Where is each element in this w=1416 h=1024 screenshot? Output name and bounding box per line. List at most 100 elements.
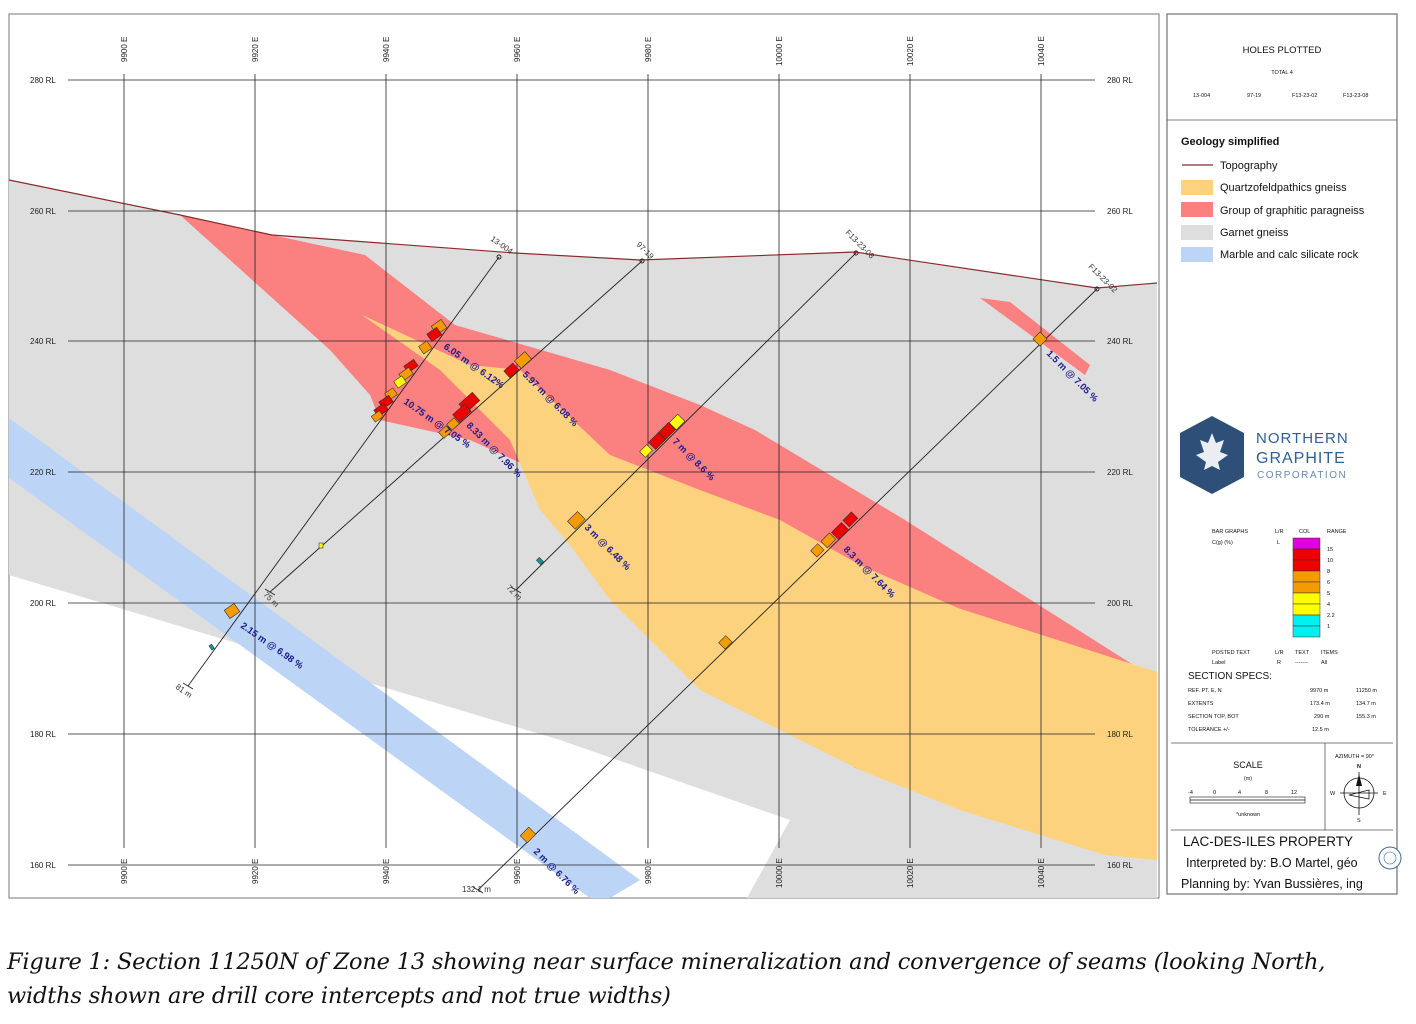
assay-bar <box>208 643 215 651</box>
posted-text-legend: POSTED TEXT L/R TEXT ITEMS Label R -----… <box>1212 650 1338 666</box>
rl-labels-right: 280 RL 260 RL 240 RL 220 RL 200 RL 180 R… <box>1107 76 1133 870</box>
rl-label: 220 RL <box>1107 468 1133 477</box>
assay-bar <box>842 511 859 528</box>
rl-label: 180 RL <box>30 730 56 739</box>
company-logo: NORTHERN GRAPHITE CORPORATION <box>1180 416 1348 494</box>
assay-bar <box>446 417 460 431</box>
scale-title: SCALE <box>1233 760 1263 770</box>
assay-bar <box>648 432 666 450</box>
logo-line-graphite: GRAPHITE <box>1256 450 1346 467</box>
section-specs-title: SECTION SPECS: <box>1188 671 1272 682</box>
color-ramp-swatch <box>1292 603 1321 616</box>
scale-tick-label: 0 <box>1213 790 1216 796</box>
posted-text-header: ITEMS <box>1321 650 1338 656</box>
rl-label: 280 RL <box>30 76 56 85</box>
collar-13-004 <box>496 254 502 260</box>
scale-segment <box>1189 796 1306 804</box>
spec-row-label: EXTENTS <box>1188 701 1214 707</box>
assay-bar <box>831 522 849 540</box>
hole-trace-f13-23-02 <box>477 288 1098 891</box>
range-label: 5 <box>1327 591 1330 597</box>
assay-bar <box>438 425 452 439</box>
figure-caption: Figure 1: Section 11250N of Zone 13 show… <box>7 945 1412 1013</box>
range-label: 2.2 <box>1327 613 1335 619</box>
section-direction-icon <box>1348 789 1370 800</box>
hole-list-item: F13-23-02 <box>1292 93 1317 99</box>
spec-row-value: 9970 m <box>1310 688 1329 694</box>
hole-list-item: F13-23-08 <box>1343 93 1368 99</box>
easting-label: 9920 E <box>251 859 260 884</box>
assay-bar <box>370 410 384 423</box>
eoh-tick <box>472 886 484 894</box>
legend-label-topography: Topography <box>1220 160 1278 172</box>
rl-label: 180 RL <box>1107 730 1133 739</box>
assay-bars <box>208 319 1048 844</box>
color-ramp <box>1292 537 1321 638</box>
easting-label: 9900 E <box>120 859 129 884</box>
compass-e: E <box>1383 791 1387 797</box>
easting-label: 10000 E <box>775 858 784 888</box>
rl-label: 240 RL <box>1107 337 1133 346</box>
logo-line-corporation: CORPORATION <box>1257 470 1347 481</box>
rl-label: 260 RL <box>30 207 56 216</box>
easting-label: 10000 E <box>775 36 784 66</box>
color-ramp-swatch <box>1292 559 1321 572</box>
color-ramp-swatch <box>1292 614 1321 627</box>
graphitic-paragneiss-unit <box>180 215 1157 705</box>
range-label: 10 <box>1327 558 1333 564</box>
seal-icon <box>1378 846 1402 870</box>
spec-row-value: 155.3 m <box>1356 714 1376 720</box>
range-label: 6 <box>1327 580 1330 586</box>
spec-row-value: 173.4 m <box>1310 701 1330 707</box>
assay-bar <box>668 413 686 431</box>
assay-bar <box>639 444 653 458</box>
spec-row-label: SECTION TOP, BOT <box>1188 714 1239 720</box>
grid <box>68 74 1095 866</box>
easting-label: 9960 E <box>513 859 522 884</box>
eoh-tick <box>264 588 276 596</box>
hole-list-item: 13-004 <box>1193 93 1210 99</box>
easting-label: 9980 E <box>644 859 653 884</box>
section-specs: SECTION SPECS: REF. PT. E, N 9970 m 1125… <box>1188 671 1377 733</box>
easting-label: 10020 E <box>906 36 915 66</box>
collar-f13-23-02 <box>1094 286 1100 292</box>
scale-tick-label: 12 <box>1291 790 1297 796</box>
assay-bar <box>536 557 544 565</box>
legend-swatch-quartzofeldspathic <box>1181 180 1213 195</box>
property-name: LAC-DES-ILES PROPERTY <box>1183 834 1353 849</box>
hole-depth-f13-23-02: 132.1 m <box>462 885 491 894</box>
legend-swatch-garnet-gneiss <box>1181 225 1213 240</box>
rl-label: 160 RL <box>30 861 56 870</box>
spec-row-value: 134.7 m <box>1356 701 1376 707</box>
compass-n: N <box>1357 764 1361 770</box>
caption-line-1: Figure 1: Section 11250N of Zone 13 show… <box>7 949 1326 975</box>
planning-by: Planning by: Yvan Bussières, ing <box>1181 877 1363 891</box>
legend-label-marble: Marble and calc silicate rock <box>1220 249 1359 261</box>
bar-graph-side: L <box>1277 540 1280 546</box>
color-ramp-swatch <box>1292 581 1321 594</box>
holes-plotted-title: HOLES PLOTTED <box>1243 45 1322 56</box>
range-label: 8 <box>1327 569 1330 575</box>
easting-label: 9960 E <box>513 37 522 62</box>
spec-row-label: TOLERANCE +/- <box>1188 727 1230 733</box>
easting-labels-top: 9900 E 9920 E 9940 E 9960 E 9980 E 10000… <box>120 36 1046 66</box>
rl-label: 200 RL <box>1107 599 1133 608</box>
scale-tick-label: -4 <box>1188 790 1193 796</box>
color-ramp-swatch <box>1292 537 1321 550</box>
legend-swatch-marble <box>1181 247 1213 262</box>
color-ramp-swatch <box>1292 548 1321 561</box>
rl-label: 200 RL <box>30 599 56 608</box>
legend-label-garnet-gneiss: Garnet gneiss <box>1220 227 1289 239</box>
easting-label: 9940 E <box>382 37 391 62</box>
scale-unit: (m) <box>1244 776 1252 782</box>
easting-labels-bottom: 9900 E 9920 E 9940 E 9960 E 9980 E 10000… <box>120 858 1046 888</box>
rl-label: 220 RL <box>30 468 56 477</box>
easting-label: 10040 E <box>1037 36 1046 66</box>
scale-tick-label: 8 <box>1265 790 1268 796</box>
scale-tick-label: 4 <box>1238 790 1241 796</box>
assay-bar <box>1032 331 1048 347</box>
compass-arrow-icon <box>1356 774 1362 786</box>
maple-leaf-icon <box>1196 433 1228 470</box>
marble-calc-silicate-unit <box>9 418 640 898</box>
